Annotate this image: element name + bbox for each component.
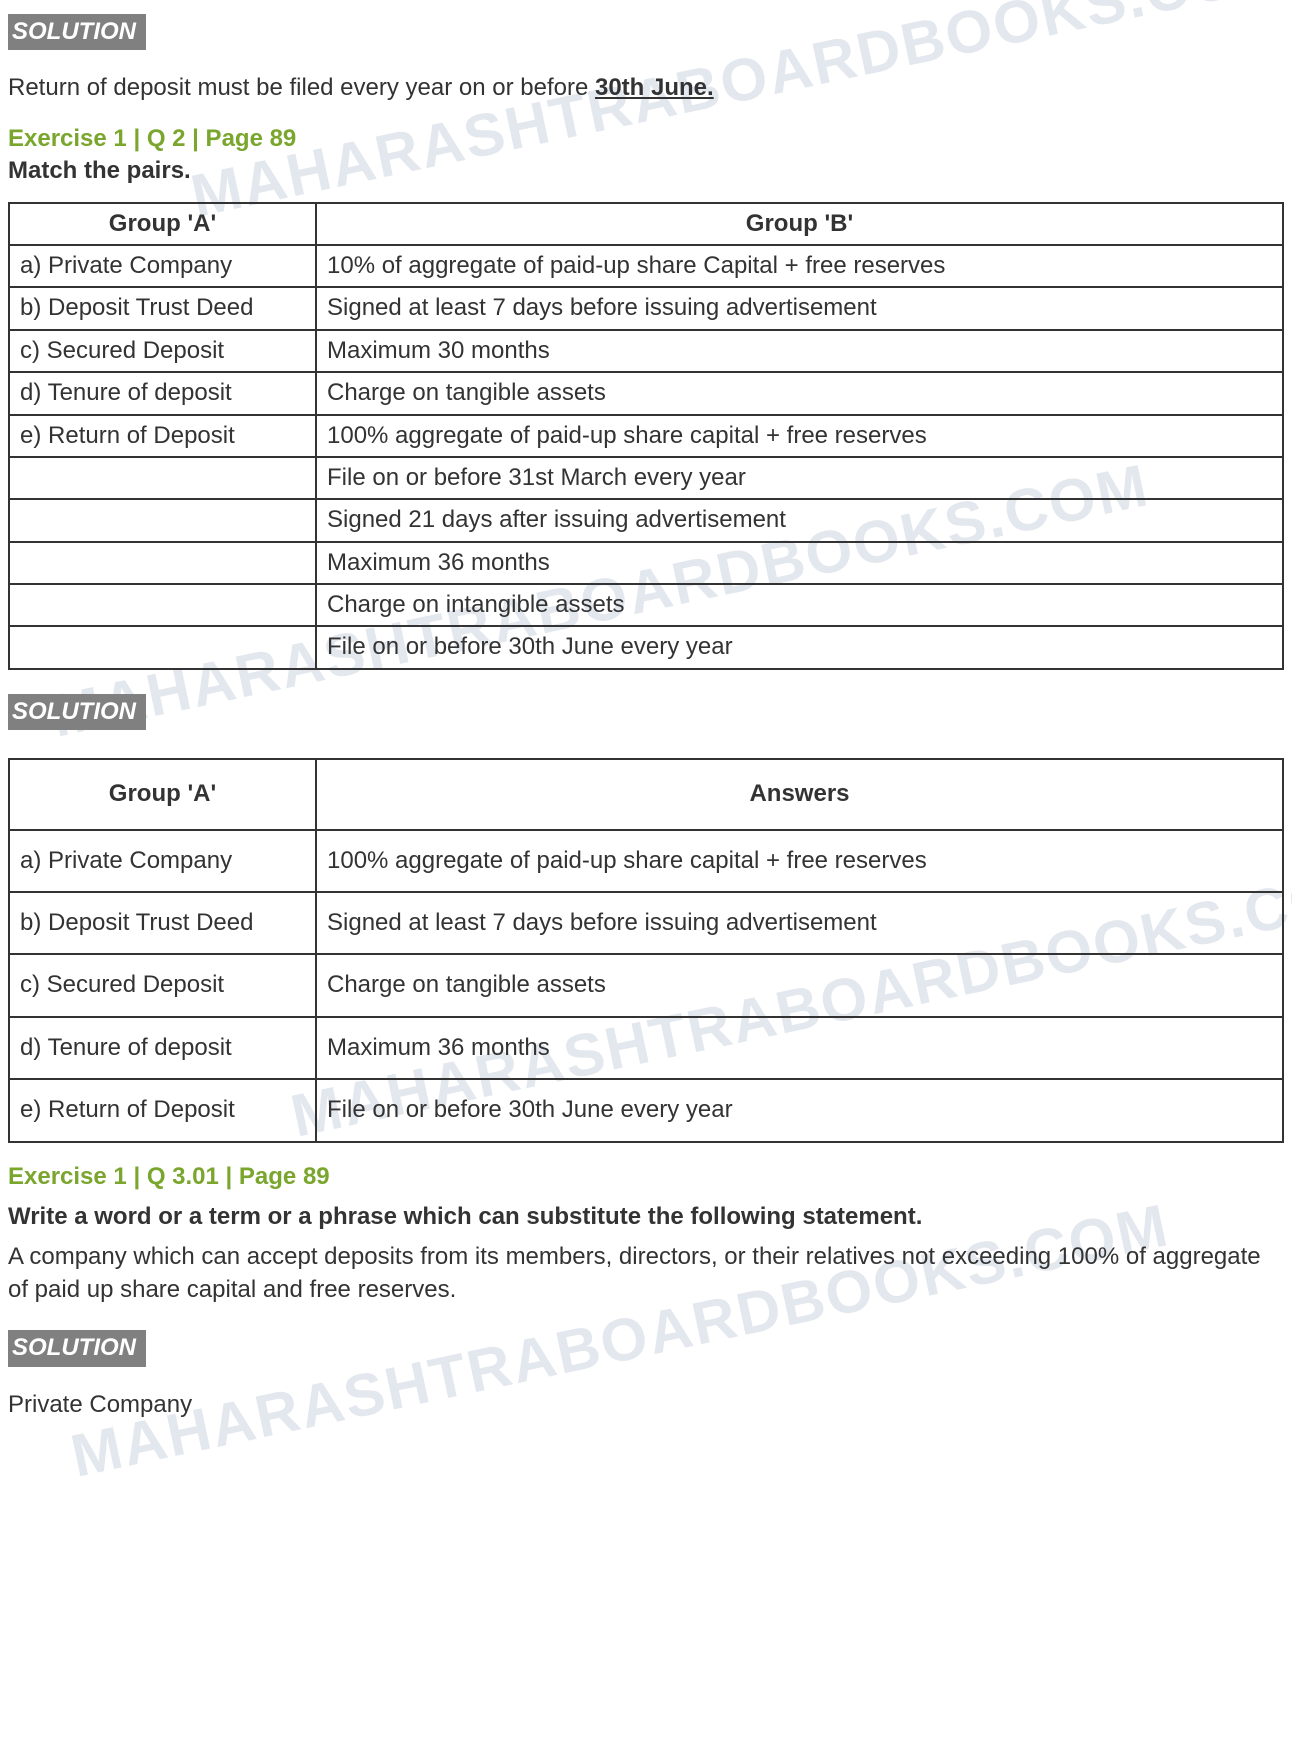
answers-table: Group 'A' Answers a) Private Company100%… (8, 758, 1284, 1142)
solution-badge: SOLUTION (8, 14, 146, 50)
table-row: File on or before 31st March every year (316, 457, 1283, 499)
table-row: 10% of aggregate of paid-up share Capita… (316, 245, 1283, 287)
table2-header-b: Answers (316, 759, 1283, 829)
exercise-instruction-2: Write a word or a term or a phrase which… (8, 1201, 1284, 1233)
table-row: Signed at least 7 days before issuing ad… (316, 287, 1283, 329)
table-row: Signed 21 days after issuing advertiseme… (316, 499, 1283, 541)
intro-line: Return of deposit must be filed every ye… (8, 72, 1284, 104)
table-row: Charge on tangible assets (316, 954, 1283, 1016)
exercise-ref-1: Exercise 1 | Q 2 | Page 89 (8, 123, 1284, 155)
table-row (9, 542, 316, 584)
table1-header-b: Group 'B' (316, 203, 1283, 245)
table-row (9, 584, 316, 626)
table-row: 100% aggregate of paid-up share capital … (316, 415, 1283, 457)
table-row: c) Secured Deposit (9, 330, 316, 372)
table-row: b) Deposit Trust Deed (9, 287, 316, 329)
table1-header-a: Group 'A' (9, 203, 316, 245)
table-row (9, 626, 316, 668)
table-row: Maximum 30 months (316, 330, 1283, 372)
exercise-ref-2: Exercise 1 | Q 3.01 | Page 89 (8, 1161, 1284, 1193)
solution-badge: SOLUTION (8, 694, 146, 730)
table-row (9, 457, 316, 499)
table-row: Maximum 36 months (316, 1017, 1283, 1079)
table-row: e) Return of Deposit (9, 415, 316, 457)
table-row (9, 499, 316, 541)
exercise-statement: A company which can accept deposits from… (8, 1241, 1284, 1306)
table-row: 100% aggregate of paid-up share capital … (316, 830, 1283, 892)
table-row: Charge on intangible assets (316, 584, 1283, 626)
intro-bold: 30th June. (595, 74, 714, 101)
table-row: d) Tenure of deposit (9, 1017, 316, 1079)
intro-text: Return of deposit must be filed every ye… (8, 74, 595, 101)
table-row: c) Secured Deposit (9, 954, 316, 1016)
table-row: e) Return of Deposit (9, 1079, 316, 1141)
match-pairs-table: Group 'A' Group 'B' a) Private Company10… (8, 202, 1284, 670)
final-answer: Private Company (8, 1389, 1284, 1421)
table-row: Charge on tangible assets (316, 372, 1283, 414)
solution-badge: SOLUTION (8, 1330, 146, 1366)
table-row: b) Deposit Trust Deed (9, 892, 316, 954)
table-row: File on or before 30th June every year (316, 1079, 1283, 1141)
table2-header-a: Group 'A' (9, 759, 316, 829)
table-row: a) Private Company (9, 830, 316, 892)
table-row: File on or before 30th June every year (316, 626, 1283, 668)
table-row: Maximum 36 months (316, 542, 1283, 584)
table-row: Signed at least 7 days before issuing ad… (316, 892, 1283, 954)
table-row: d) Tenure of deposit (9, 372, 316, 414)
exercise-instruction-1: Match the pairs. (8, 155, 1284, 187)
table-row: a) Private Company (9, 245, 316, 287)
